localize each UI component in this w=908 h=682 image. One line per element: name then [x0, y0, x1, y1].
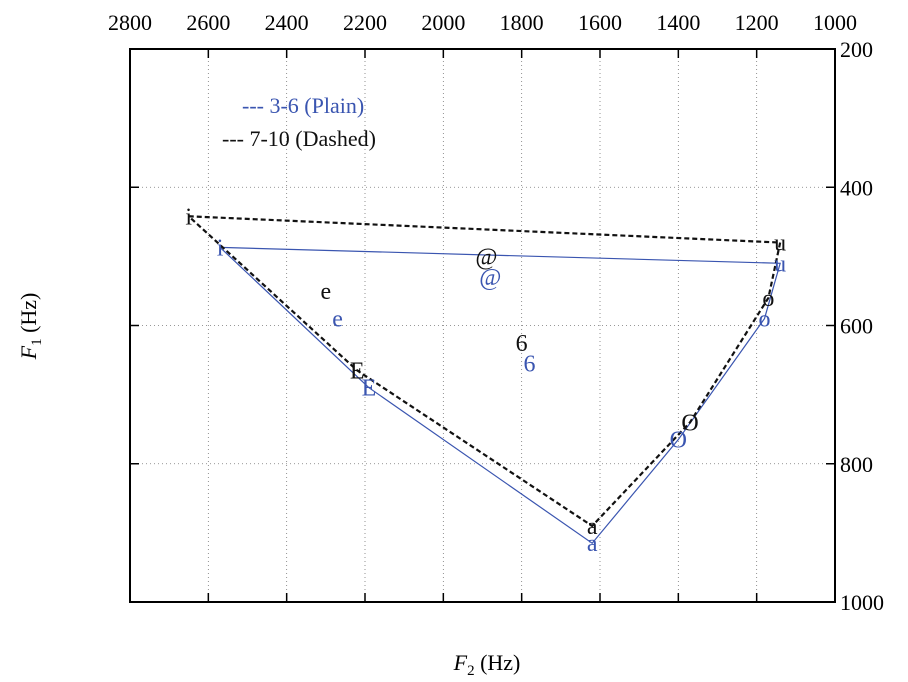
legend-entry-dashed: --- 7-10 (Dashed)	[222, 126, 376, 151]
vowel-point-plain: e	[332, 307, 343, 333]
vowel-polygons	[188, 215, 782, 545]
vowel-point-dashed: i	[185, 204, 192, 230]
legend: --- 3-6 (Plain) --- 7-10 (Dashed)	[222, 93, 376, 151]
y-axis-label: F1 (Hz)	[16, 293, 45, 361]
vowel-polygon-plain	[219, 246, 781, 545]
vowel-point-dashed: o	[762, 286, 774, 312]
vowel-point-dashed: @	[475, 244, 497, 270]
x-tick-label: 1800	[500, 10, 544, 35]
vowel-point-dashed: u	[774, 231, 786, 257]
vowel-point-dashed: O	[681, 410, 698, 436]
vowel-point-dashed: e	[321, 279, 332, 305]
y-tick-label: 400	[840, 175, 873, 200]
x-tick-label: 2200	[343, 10, 387, 35]
x-tick-label: 2400	[265, 10, 309, 35]
x-axis-label: F2 (Hz)	[453, 650, 521, 679]
y-tick-label: 600	[840, 314, 873, 339]
x-tick-label: 2800	[108, 10, 152, 35]
x-tick-label: 1000	[813, 10, 857, 35]
legend-entry-plain: --- 3-6 (Plain)	[242, 93, 364, 118]
y-tick-label: 800	[840, 452, 873, 477]
y-axis-ticks: 200 400 600 800 1000	[130, 37, 884, 615]
x-tick-label: 1400	[656, 10, 700, 35]
y-tick-label: 1000	[840, 590, 884, 615]
x-tick-label: 1200	[735, 10, 779, 35]
x-axis-ticks: 2800 2600 2400 2200 2000 1800 1600 1400 1200 1000	[108, 10, 857, 602]
x-tick-label: 2000	[421, 10, 465, 35]
vowel-point-plain: o	[759, 307, 771, 333]
vowel-polygon-dashed	[188, 215, 782, 528]
x-tick-label: 1600	[578, 10, 622, 35]
vowel-point-dashed: E	[350, 358, 365, 384]
vowel-point-plain: O	[670, 428, 687, 454]
vowel-point-plain: a	[587, 531, 598, 557]
vowel-point-plain: 6	[524, 352, 536, 378]
grid	[130, 49, 835, 602]
vowel-point-plain: @	[479, 265, 501, 291]
x-tick-label: 2600	[186, 10, 230, 35]
vowel-point-dashed: a	[587, 514, 598, 540]
vowel-point-plain: i	[217, 235, 224, 261]
vowel-point-dashed: 6	[516, 331, 528, 357]
vowel-point-plain: E	[362, 376, 377, 402]
vowel-point-plain: u	[774, 251, 786, 277]
y-tick-label: 200	[840, 37, 873, 62]
